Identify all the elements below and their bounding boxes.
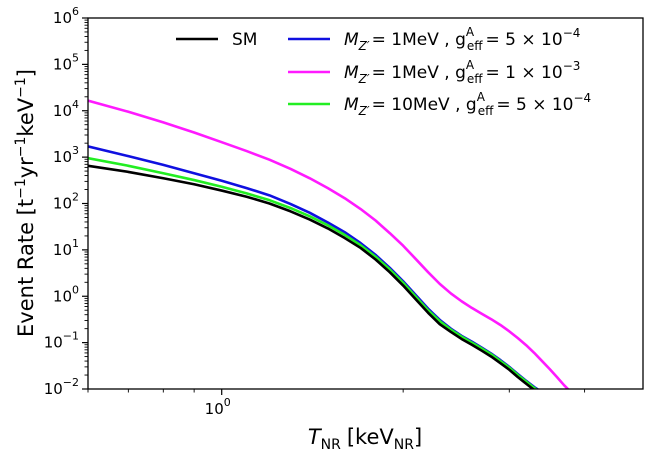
- y-axis-title: Event Rate [t−1yr−1keV−1]: [13, 69, 38, 337]
- series-line-3: [88, 99, 570, 389]
- y-tick-label: 105: [53, 51, 79, 73]
- series-line-1: [88, 164, 536, 389]
- y-tick-label: 102: [53, 191, 79, 213]
- y-tick-label: 10−2: [44, 376, 79, 398]
- y-tick-label: 103: [53, 144, 79, 166]
- y-tick-label: 10−1: [44, 330, 79, 352]
- legend-label-2: MZ′ = 1MeV , gA eff = 5 × 10−4: [344, 25, 580, 53]
- y-tick-label: 106: [53, 5, 79, 27]
- series-layer: [88, 99, 570, 389]
- legend-label-1: SM: [232, 30, 257, 50]
- y-tick-label: 100: [53, 283, 79, 305]
- legend-label-4: MZ′ = 10MeV , gA eff = 5 × 10−4: [344, 90, 591, 118]
- y-axis-ticks: 10−2 10−1 100 101 102 103 104 105 106: [44, 5, 88, 398]
- y-tick-label: 101: [53, 237, 79, 259]
- legend-label-3: MZ′ = 1MeV , gA eff = 1 × 10−3: [344, 58, 580, 86]
- x-axis-title: TNR [keVNR]: [308, 425, 422, 453]
- y-tick-label: 104: [53, 98, 79, 120]
- legend: SM MZ′ = 1MeV , gA eff = 5 × 10−4 MZ′ = 1MeV ,…: [176, 25, 591, 118]
- x-axis-ticks: 100: [87, 389, 586, 418]
- x-tick-label: 100: [205, 396, 231, 418]
- series-line-4: [88, 156, 539, 389]
